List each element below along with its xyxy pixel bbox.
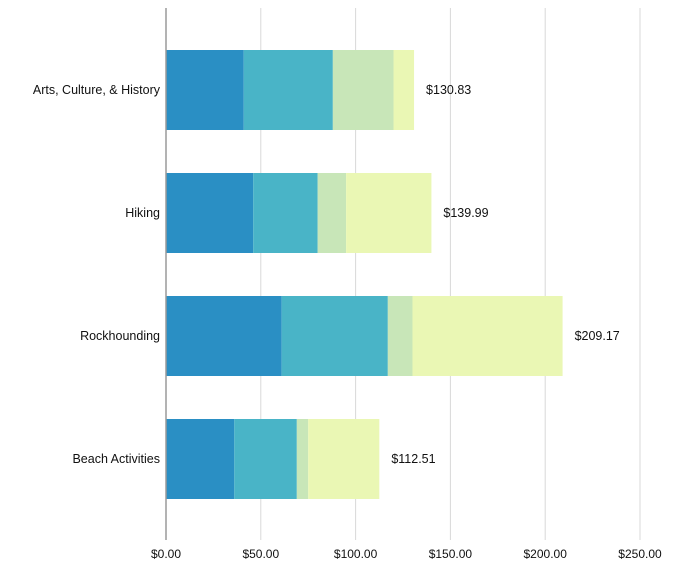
bar-segment-3-2 xyxy=(296,419,309,499)
x-tick-label: $0.00 xyxy=(151,547,181,561)
bar-segment-2-2 xyxy=(387,296,413,376)
bar-segment-1-1 xyxy=(253,173,318,253)
x-tick-label: $100.00 xyxy=(334,547,378,561)
bar-segment-2-3 xyxy=(412,296,563,376)
bar-segment-2-0 xyxy=(166,296,282,376)
bar-segment-1-0 xyxy=(166,173,254,253)
total-labels: $130.83 $139.99 $209.17 $112.51 xyxy=(391,83,619,466)
x-tick-labels: $0.00 $50.00 $100.00 $150.00 $200.00 $250.00 xyxy=(151,547,662,561)
bar-segment-3-3 xyxy=(308,419,380,499)
category-label: Rockhounding xyxy=(80,329,160,343)
x-tick-label: $50.00 xyxy=(242,547,279,561)
category-label: Arts, Culture, & History xyxy=(33,83,161,97)
category-labels: Arts, Culture, & History Hiking Rockhoundi… xyxy=(33,83,161,466)
bar-segment-0-1 xyxy=(243,50,333,130)
x-tick-label: $200.00 xyxy=(524,547,568,561)
bar-segment-1-2 xyxy=(317,173,347,253)
bar-segment-1-3 xyxy=(346,173,432,253)
bars xyxy=(166,50,563,499)
bar-segment-3-1 xyxy=(234,419,297,499)
bar-segment-2-1 xyxy=(281,296,388,376)
x-tick-label: $250.00 xyxy=(618,547,662,561)
category-label: Beach Activities xyxy=(72,452,160,466)
bar-segment-0-3 xyxy=(393,50,415,130)
bar-segment-0-0 xyxy=(166,50,244,130)
total-label: $130.83 xyxy=(426,83,471,97)
bar-segment-3-0 xyxy=(166,419,235,499)
category-label: Hiking xyxy=(125,206,160,220)
total-label: $209.17 xyxy=(575,329,620,343)
bar-segment-0-2 xyxy=(332,50,394,130)
x-tick-label: $150.00 xyxy=(429,547,473,561)
total-label: $139.99 xyxy=(443,206,488,220)
total-label: $112.51 xyxy=(391,452,435,466)
